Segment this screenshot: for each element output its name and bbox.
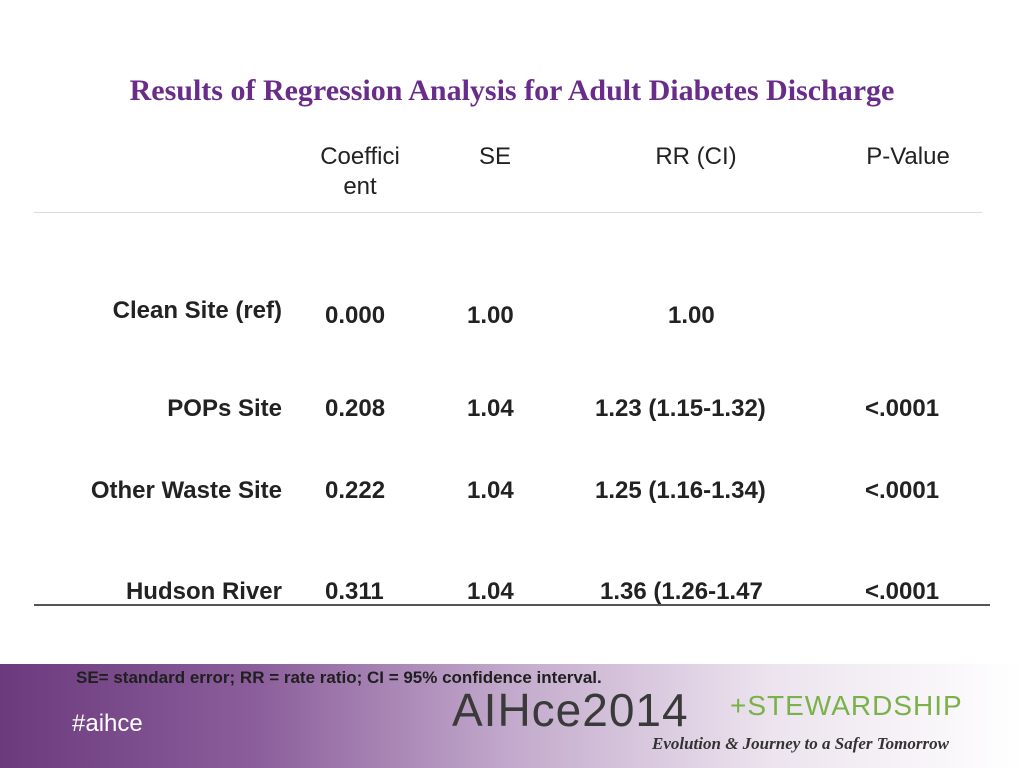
cell-se: 1.04 (467, 578, 514, 605)
row-label-hudson-river: Hudson River (125, 578, 282, 605)
stewardship-logo: +STEWARDSHIP (730, 690, 963, 721)
row-label-other-waste-site: Other Waste Site (90, 477, 282, 504)
header-p-value: P-Value (866, 143, 950, 170)
cell-p-value: <.0001 (865, 578, 940, 605)
cell-rr: 1.25 (1.16-1.34) (595, 477, 766, 504)
footer-banner (0, 664, 1024, 768)
cell-rr: 1.36 (1.26-1.47 (600, 578, 763, 605)
row-label-pops-site: POPs Site (167, 395, 282, 422)
header-se: SE (478, 143, 511, 170)
cell-coefficient: 0.000 (325, 302, 386, 329)
cell-se: 1.04 (467, 395, 514, 422)
cell-coefficient: 0.311 (325, 578, 384, 605)
header-divider (34, 212, 982, 213)
footnote: SE= standard error; RR = rate ratio; CI … (76, 668, 602, 687)
cell-coefficient: 0.222 (325, 477, 386, 504)
cell-p-value: <.0001 (865, 477, 940, 504)
table-bottom-border (34, 604, 990, 606)
slide-title: Results of Regression Analysis for Adult… (129, 74, 895, 107)
cell-se: 1.00 (467, 302, 514, 329)
header-rr-ci: RR (CI) (655, 143, 737, 170)
cell-rr: 1.00 (668, 302, 715, 329)
tagline: Evolution & Journey to a Safer Tomorrow (652, 734, 949, 753)
cell-se: 1.04 (467, 477, 514, 504)
aihce-logo: AIHce2014 (452, 684, 689, 736)
cell-p-value: <.0001 (865, 395, 940, 422)
row-label-clean-site: Clean Site (ref) (112, 297, 282, 324)
hashtag: #aihce (72, 710, 143, 737)
cell-coefficient: 0.208 (325, 395, 386, 422)
cell-rr: 1.23 (1.15-1.32) (595, 395, 766, 422)
header-coefficient: Coeffici ent (320, 143, 400, 200)
